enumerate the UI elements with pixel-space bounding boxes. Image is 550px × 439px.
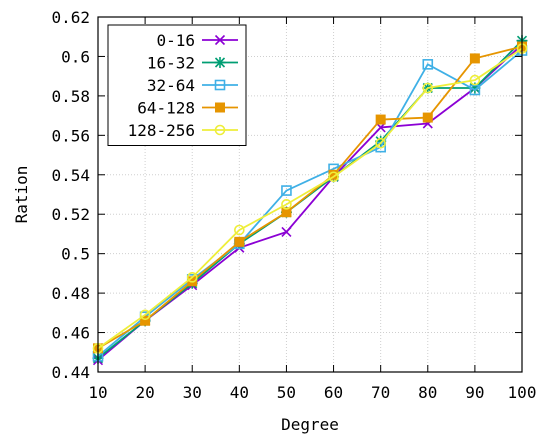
legend-label: 16-32 [147,54,195,73]
series-line [97,47,523,350]
circle-marker [234,224,245,236]
x-tick-label: 60 [324,383,343,402]
filled-square-marker [422,112,433,123]
y-tick-label: 0.56 [51,126,90,145]
tick-labels: 10 20 30 40 50 60 70 80 90 100 0.44 0.46 0.48 0.5 0.52… [51,8,536,402]
x-tick-label: 20 [135,383,154,402]
circle-marker [186,272,198,283]
circle-marker [375,137,386,149]
x-axis-title: Degree [281,415,339,434]
x-tick-label: 50 [277,383,296,402]
circle-marker [469,74,481,86]
legend-item: 128-256 [128,121,238,140]
square-marker [422,59,434,70]
filled-square-marker [281,207,292,218]
y-tick-label: 0.44 [51,363,90,382]
x-marker [281,226,292,238]
filled-square-marker [469,53,480,64]
y-tick-label: 0.46 [51,324,90,343]
series-128-256 [92,43,528,354]
circle-marker [422,82,434,94]
x-tick-label: 80 [418,383,437,402]
x-tick-label: 90 [465,383,484,402]
circle-marker [214,124,226,136]
circle-marker [139,309,151,321]
legend: 0-16 16-32 32-64 64-128 128-256 [107,24,247,146]
plot-frame [97,16,523,373]
legend-item: 16-32 [147,54,238,73]
x-tick-label: 70 [371,383,390,402]
y-tick-label: 0.62 [51,8,90,27]
y-tick-label: 0.52 [51,205,90,224]
legend-label: 64-128 [137,99,195,118]
x-tick-label: 30 [183,383,202,402]
y-tick-label: 0.54 [51,166,90,185]
axis-ticks [97,16,523,373]
series-line [97,45,523,350]
square-marker [469,84,481,96]
legend-item: 64-128 [137,99,238,118]
legend-label: 128-256 [128,121,195,140]
series-layer [92,35,528,366]
filled-square-marker [375,114,386,125]
legend-label: 0-16 [156,31,195,50]
y-tick-label: 0.58 [51,87,90,106]
asterisk-marker [214,57,226,68]
filled-square-marker [140,315,151,326]
x-marker [214,34,226,46]
legend-item: 0-16 [156,31,238,50]
filled-square-marker [215,102,225,113]
y-tick-label: 0.48 [51,284,90,303]
circle-marker [281,199,292,210]
x-tick-label: 40 [230,383,249,402]
legend-label: 32-64 [147,76,195,95]
y-tick-label: 0.5 [61,245,90,264]
y-tick-label: 0.6 [61,47,90,66]
square-marker [214,79,226,91]
series-line [97,49,523,357]
filled-square-marker [234,236,245,247]
square-marker [281,185,292,196]
legend-item: 32-64 [147,76,238,95]
x-tick-label: 10 [88,383,107,402]
x-tick-label: 100 [508,383,537,402]
circle-marker [328,171,339,183]
y-axis-title: Ration [12,166,31,224]
